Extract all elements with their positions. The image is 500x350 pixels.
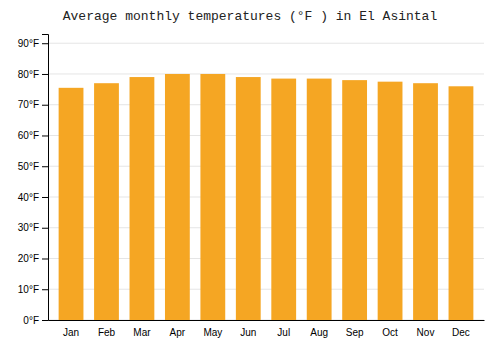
y-axis: 0°F 10°F 20°F 30°F 40°F 50°F 60°F 70°F 80°F 90°F — [18, 35, 49, 326]
bar — [94, 83, 119, 320]
y-tick: 60°F — [18, 130, 48, 141]
grid-line — [48, 73, 484, 74]
x-tick: Sep — [346, 327, 364, 338]
x-tick: Jul — [277, 327, 290, 338]
y-tick-mark — [42, 74, 48, 75]
y-tick-label: 60°F — [18, 130, 39, 141]
x-tick-label: May — [203, 327, 222, 338]
y-tick-mark — [42, 166, 48, 167]
y-tick-label: 90°F — [18, 38, 39, 49]
y-tick-mark — [42, 197, 48, 198]
bar — [130, 77, 155, 320]
x-tick: Aug — [310, 327, 328, 338]
x-tick-label: Feb — [98, 327, 116, 338]
y-tick-mark — [42, 43, 48, 44]
x-tick-label: Jul — [277, 327, 290, 338]
y-tick-mark — [42, 228, 48, 229]
y-tick-mark — [42, 320, 48, 321]
x-tick-label: Nov — [417, 327, 435, 338]
title: Average monthly temperatures (°F ) in El… — [63, 9, 438, 24]
y-tick: 0°F — [23, 315, 48, 326]
y-tick-label: 40°F — [18, 192, 39, 203]
x-tick-label: Dec — [452, 327, 470, 338]
bar — [165, 74, 190, 320]
x-tick: Dec — [452, 327, 470, 338]
x-tick-label: Mar — [133, 327, 151, 338]
y-tick-label: 20°F — [18, 253, 39, 264]
y-tick: 50°F — [18, 161, 48, 172]
grid-line — [48, 43, 484, 44]
y-tick-label: 50°F — [18, 161, 39, 172]
y-tick-mark — [42, 105, 48, 106]
grid — [48, 43, 484, 320]
y-tick-mark — [42, 135, 48, 136]
x-tick: Oct — [382, 327, 398, 338]
y-tick: 20°F — [18, 253, 48, 264]
bar — [342, 80, 367, 320]
x-tick: Feb — [98, 327, 116, 338]
x-tick: Jan — [63, 327, 79, 338]
y-tick-label: 10°F — [18, 284, 39, 295]
bars — [59, 74, 474, 320]
bar — [413, 83, 438, 320]
x-tick-label: Sep — [346, 327, 364, 338]
plot: 0°F 10°F 20°F 30°F 40°F 50°F 60°F 70°F 80°F 90°F J… — [18, 35, 485, 339]
bar — [449, 86, 474, 320]
y-tick-mark — [42, 258, 48, 259]
bar — [378, 82, 403, 320]
x-tick-label: Aug — [310, 327, 328, 338]
y-tick-label: 30°F — [18, 222, 39, 233]
x-tick: Mar — [133, 327, 151, 338]
bar — [307, 79, 332, 320]
bar — [200, 74, 225, 320]
x-tick-label: Jun — [240, 327, 256, 338]
y-tick: 10°F — [18, 284, 48, 295]
y-tick: 70°F — [18, 99, 48, 110]
bar — [271, 79, 296, 320]
x-tick: Jun — [240, 327, 256, 338]
y-tick-label: 70°F — [18, 99, 39, 110]
bar — [59, 88, 84, 320]
x-tick-label: Jan — [63, 327, 79, 338]
x-tick: Nov — [417, 327, 435, 338]
x-tick-label: Apr — [170, 327, 186, 338]
y-tick: 90°F — [18, 38, 48, 49]
x-axis-line — [49, 320, 485, 321]
y-tick: 40°F — [18, 192, 48, 203]
x-tick: Apr — [170, 327, 186, 338]
chart: Average monthly temperatures (°F ) in El… — [0, 0, 500, 350]
y-tick-label: 80°F — [18, 69, 39, 80]
y-tick: 80°F — [18, 69, 48, 80]
x-tick-label: Oct — [382, 327, 398, 338]
y-tick-label: 0°F — [23, 315, 39, 326]
bar — [236, 77, 261, 320]
x-tick: May — [203, 327, 222, 338]
y-tick-mark — [42, 289, 48, 290]
y-tick: 30°F — [18, 222, 48, 233]
x-axis: Jan Feb Mar Apr May Jun Jul Aug Sep Oct Nov Dec — [49, 321, 485, 339]
y-axis-line — [42, 35, 49, 321]
